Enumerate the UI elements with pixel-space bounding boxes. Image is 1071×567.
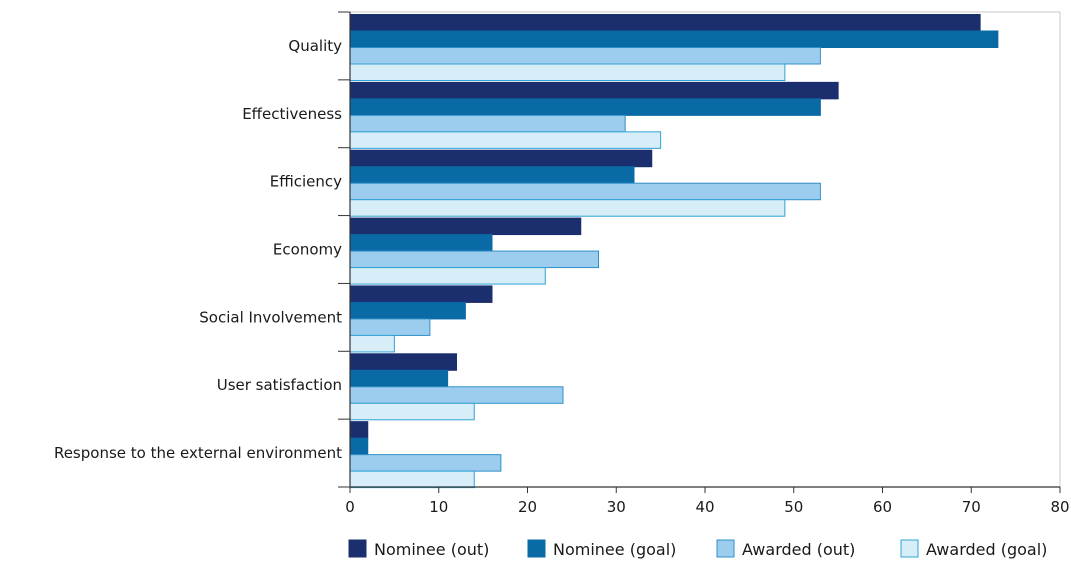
x-tick-label: 20: [518, 498, 537, 516]
category-label: Economy: [273, 241, 342, 259]
bar-quality-nominee-out-: [349, 14, 981, 32]
x-tick-label: 80: [1050, 498, 1069, 516]
legend-label: Nominee (goal): [553, 540, 676, 559]
bar-economy-nominee-out-: [349, 217, 582, 236]
bar-response-to-the-external-environment-awarded-out-: [349, 454, 502, 472]
bar-social-involvement-awarded-goal-: [349, 334, 395, 353]
bar-social-involvement-nominee-out-: [349, 285, 493, 303]
bar-social-involvement-awarded-out-: [349, 318, 431, 336]
bar-economy-awarded-out-: [349, 250, 599, 269]
category-label: Effectiveness: [242, 105, 342, 123]
bar-efficiency-nominee-goal-: [349, 166, 635, 184]
plot-frame: [350, 11, 1061, 487]
bar-economy-nominee-goal-: [349, 234, 493, 252]
x-tick-label: 0: [345, 498, 355, 516]
bar-response-to-the-external-environment-nominee-out-: [349, 421, 369, 439]
legend-swatch: [527, 539, 546, 558]
bars: [349, 14, 999, 489]
x-tick-label: 10: [429, 498, 448, 516]
category-label: Quality: [288, 37, 342, 55]
legend-swatch: [348, 539, 367, 558]
bar-user-satisfaction-awarded-goal-: [349, 402, 475, 421]
category-label: Social Involvement: [199, 308, 342, 326]
bar-quality-nominee-goal-: [349, 30, 999, 48]
bar-effectiveness-awarded-out-: [349, 114, 626, 133]
bar-response-to-the-external-environment-nominee-goal-: [349, 437, 369, 456]
bar-user-satisfaction-nominee-out-: [349, 353, 457, 371]
legend: Nominee (out) Nominee (goal) Awarded (out)…: [348, 539, 1047, 559]
category-label: Response to the external environment: [54, 444, 342, 462]
category-labels: Quality Effectiveness Efficiency Economy Soc…: [54, 37, 342, 462]
x-tick-label: 50: [784, 498, 803, 516]
x-tick-label: 60: [873, 498, 892, 516]
x-tick-label: 30: [607, 498, 626, 516]
x-tick-label: 70: [962, 498, 981, 516]
bar-effectiveness-nominee-out-: [349, 81, 839, 100]
bar-quality-awarded-out-: [349, 47, 821, 65]
bar-economy-awarded-goal-: [349, 267, 546, 285]
bar-user-satisfaction-awarded-out-: [349, 386, 564, 404]
legend-label: Nominee (out): [374, 540, 489, 559]
bar-efficiency-awarded-out-: [349, 182, 821, 201]
legend-swatch: [716, 539, 735, 558]
x-tick-labels: 0 10 20 30 40 50 60 70 80: [345, 498, 1069, 516]
category-label: Efficiency: [270, 173, 342, 191]
bar-social-involvement-nominee-goal-: [349, 301, 466, 320]
category-label: User satisfaction: [217, 376, 342, 394]
x-tick-label: 40: [695, 498, 714, 516]
legend-swatch: [900, 539, 919, 558]
bar-effectiveness-nominee-goal-: [349, 98, 821, 116]
bar-quality-awarded-goal-: [349, 63, 786, 81]
bar-effectiveness-awarded-goal-: [349, 131, 662, 149]
bar-user-satisfaction-nominee-goal-: [349, 369, 449, 388]
legend-label: Awarded (goal): [926, 540, 1047, 559]
bar-response-to-the-external-environment-awarded-goal-: [349, 470, 475, 489]
legend-label: Awarded (out): [742, 540, 855, 559]
bar-efficiency-nominee-out-: [349, 149, 653, 168]
bar-efficiency-awarded-goal-: [349, 199, 786, 217]
axes: [338, 11, 1061, 493]
